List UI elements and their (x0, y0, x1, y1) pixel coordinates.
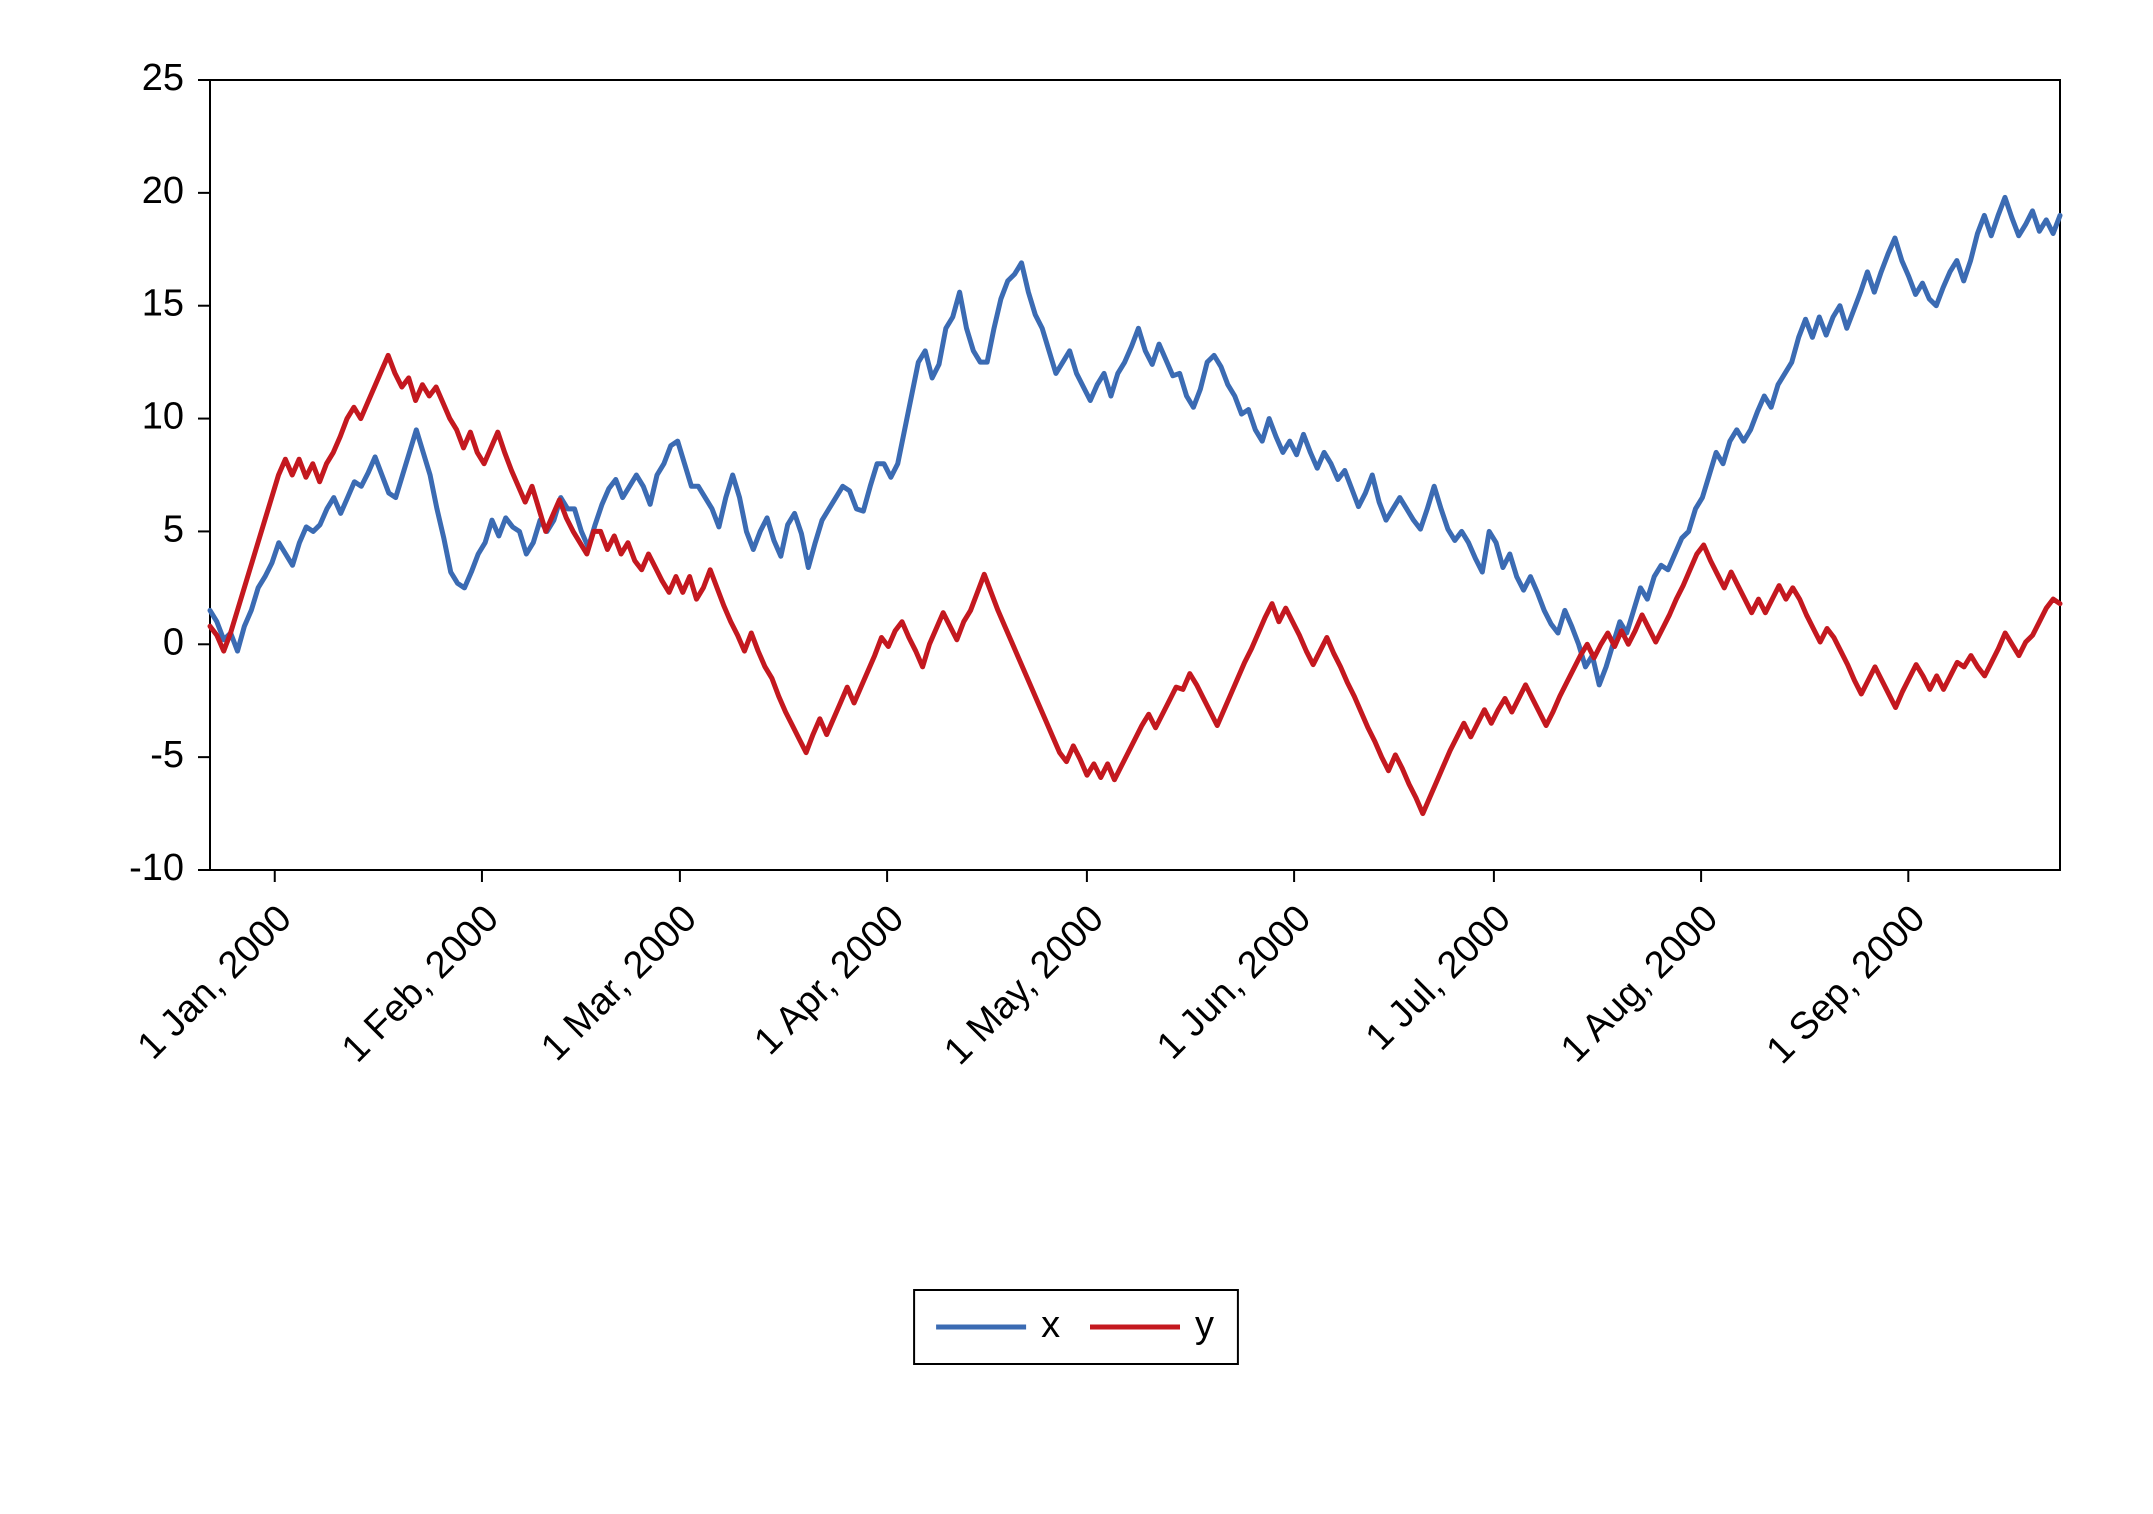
y-tick-label: 15 (142, 283, 184, 325)
y-tick-label: -10 (129, 847, 184, 889)
y-tick-label: 10 (142, 396, 184, 438)
y-tick-label: 0 (163, 621, 184, 663)
y-tick-label: 25 (142, 57, 184, 99)
chart-svg: -10-505101520251 Jan, 20001 Feb, 20001 M… (0, 0, 2153, 1514)
legend-label-x: x (1041, 1304, 1060, 1346)
legend: xy (914, 1290, 1238, 1364)
time-series-chart: -10-505101520251 Jan, 20001 Feb, 20001 M… (0, 0, 2153, 1514)
y-tick-label: 5 (163, 508, 184, 550)
legend-label-y: y (1195, 1304, 1214, 1346)
y-tick-label: -5 (150, 734, 184, 776)
y-tick-label: 20 (142, 170, 184, 212)
